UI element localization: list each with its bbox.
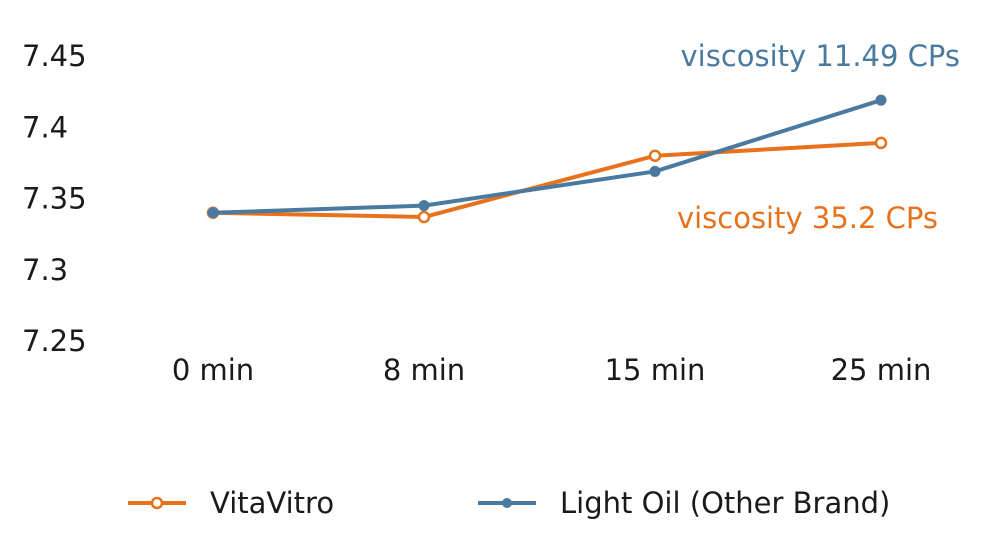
y-axis-ticks: 7.25 7.3 7.35 7.4 7.45 — [22, 39, 87, 358]
x-tick-label: 15 min — [605, 353, 706, 387]
data-point — [874, 136, 888, 150]
y-tick-label: 7.25 — [22, 324, 87, 358]
legend-item: Light Oil (Other Brand) — [478, 486, 890, 520]
y-tick-label: 7.3 — [22, 253, 68, 287]
y-tick-label: 7.45 — [22, 39, 87, 73]
data-point — [649, 165, 661, 177]
data-point — [417, 210, 431, 224]
series-light-oil — [207, 94, 887, 219]
y-tick-label: 7.35 — [22, 182, 87, 216]
legend-swatch-marker — [502, 498, 512, 508]
data-point — [418, 200, 430, 212]
viscosity-annotation: viscosity 11.49 CPs — [680, 39, 960, 73]
data-point — [648, 149, 662, 162]
series-line — [211, 98, 883, 215]
data-point — [207, 207, 219, 219]
legend-item: VitaVitro — [128, 486, 334, 520]
viscosity-annotation: viscosity 35.2 CPs — [677, 201, 938, 235]
annotations: viscosity 35.2 CPs viscosity 11.49 CPs — [677, 39, 960, 235]
x-tick-label: 8 min — [383, 353, 465, 387]
x-axis-ticks: 0 min 8 min 15 min 25 min — [172, 353, 932, 387]
legend-label: VitaVitro — [210, 486, 334, 520]
legend-label: Light Oil (Other Brand) — [560, 486, 890, 520]
x-tick-label: 0 min — [172, 353, 254, 387]
series-vitavitro — [206, 136, 888, 224]
series-line — [211, 140, 883, 220]
series-layer — [206, 94, 888, 224]
y-tick-label: 7.4 — [22, 110, 68, 144]
legend-swatch-marker — [150, 496, 164, 510]
data-point — [875, 94, 887, 106]
x-tick-label: 25 min — [831, 353, 932, 387]
legend: VitaVitro Light Oil (Other Brand) — [128, 486, 890, 520]
